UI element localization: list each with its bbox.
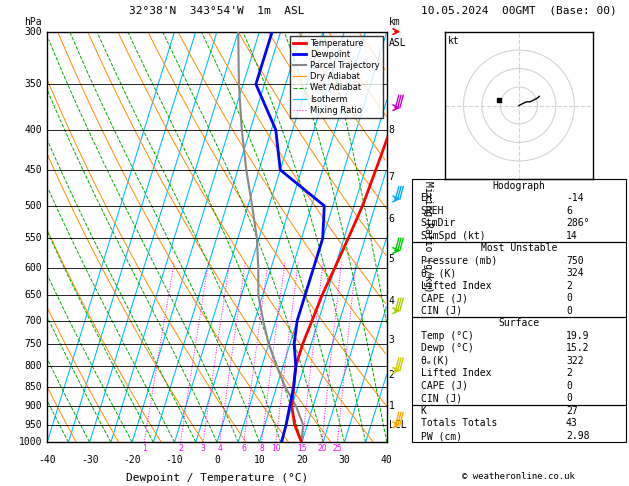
Text: ASL: ASL xyxy=(389,38,406,48)
Text: 4: 4 xyxy=(389,295,394,306)
Text: CAPE (J): CAPE (J) xyxy=(421,381,467,391)
Text: θₑ (K): θₑ (K) xyxy=(421,268,456,278)
Text: 1: 1 xyxy=(389,401,394,411)
Text: 10: 10 xyxy=(271,444,281,453)
Text: 900: 900 xyxy=(25,401,42,411)
Text: Hodograph: Hodograph xyxy=(493,181,545,191)
Text: 8: 8 xyxy=(389,125,394,135)
Text: 3: 3 xyxy=(201,444,206,453)
Text: 20: 20 xyxy=(317,444,327,453)
Text: 350: 350 xyxy=(25,79,42,89)
Text: 15: 15 xyxy=(298,444,307,453)
Text: 600: 600 xyxy=(25,263,42,273)
Text: -14: -14 xyxy=(566,193,584,203)
Text: Most Unstable: Most Unstable xyxy=(481,243,557,253)
Text: Mixing Ratio (g/kg): Mixing Ratio (g/kg) xyxy=(423,181,433,293)
Bar xyxy=(412,242,626,317)
Text: 286°: 286° xyxy=(566,218,589,228)
Text: 2: 2 xyxy=(566,368,572,379)
Text: 322: 322 xyxy=(566,356,584,366)
Text: θₑ(K): θₑ(K) xyxy=(421,356,450,366)
Text: Pressure (mb): Pressure (mb) xyxy=(421,256,497,266)
Text: hPa: hPa xyxy=(25,17,42,27)
Text: 1000: 1000 xyxy=(19,437,42,447)
Text: SREH: SREH xyxy=(421,206,444,216)
Text: 550: 550 xyxy=(25,233,42,243)
Text: 2: 2 xyxy=(178,444,183,453)
Text: 15.2: 15.2 xyxy=(566,344,589,353)
Bar xyxy=(412,179,626,242)
Text: 30: 30 xyxy=(338,454,350,465)
Text: 450: 450 xyxy=(25,165,42,175)
Text: 4: 4 xyxy=(217,444,222,453)
Text: 800: 800 xyxy=(25,361,42,371)
Text: K: K xyxy=(421,406,426,416)
Text: -30: -30 xyxy=(81,454,99,465)
Text: 0: 0 xyxy=(214,454,220,465)
Bar xyxy=(412,317,626,405)
Text: 0: 0 xyxy=(566,394,572,403)
Text: EH: EH xyxy=(421,193,432,203)
Text: Dewpoint / Temperature (°C): Dewpoint / Temperature (°C) xyxy=(126,473,308,483)
Text: 650: 650 xyxy=(25,290,42,300)
Text: © weatheronline.co.uk: © weatheronline.co.uk xyxy=(462,472,576,481)
Text: 400: 400 xyxy=(25,125,42,135)
Text: 0: 0 xyxy=(566,381,572,391)
Text: LCL: LCL xyxy=(389,420,406,430)
Text: Lifted Index: Lifted Index xyxy=(421,281,491,291)
Text: Dewp (°C): Dewp (°C) xyxy=(421,344,474,353)
Legend: Temperature, Dewpoint, Parcel Trajectory, Dry Adiabat, Wet Adiabat, Isotherm, Mi: Temperature, Dewpoint, Parcel Trajectory… xyxy=(290,36,382,118)
Text: 19.9: 19.9 xyxy=(566,331,589,341)
Text: 5: 5 xyxy=(389,254,394,264)
Text: 2: 2 xyxy=(389,369,394,380)
Text: -20: -20 xyxy=(123,454,141,465)
Bar xyxy=(412,405,626,442)
Text: -40: -40 xyxy=(38,454,56,465)
Text: 32°38'N  343°54'W  1m  ASL: 32°38'N 343°54'W 1m ASL xyxy=(129,5,305,16)
Text: Temp (°C): Temp (°C) xyxy=(421,331,474,341)
Text: CAPE (J): CAPE (J) xyxy=(421,294,467,303)
Text: 8: 8 xyxy=(259,444,264,453)
Text: 500: 500 xyxy=(25,201,42,211)
Text: StmDir: StmDir xyxy=(421,218,456,228)
Text: 1: 1 xyxy=(142,444,147,453)
Text: 40: 40 xyxy=(381,454,392,465)
Text: Surface: Surface xyxy=(498,318,540,329)
Text: -10: -10 xyxy=(165,454,184,465)
Text: 700: 700 xyxy=(25,315,42,326)
Text: 750: 750 xyxy=(566,256,584,266)
Text: Totals Totals: Totals Totals xyxy=(421,418,497,429)
Text: CIN (J): CIN (J) xyxy=(421,306,462,316)
Text: 6: 6 xyxy=(389,214,394,224)
Text: Lifted Index: Lifted Index xyxy=(421,368,491,379)
Text: 6: 6 xyxy=(242,444,247,453)
Text: 10.05.2024  00GMT  (Base: 00): 10.05.2024 00GMT (Base: 00) xyxy=(421,5,617,16)
Text: 25: 25 xyxy=(333,444,342,453)
Text: 950: 950 xyxy=(25,420,42,430)
Text: 0: 0 xyxy=(566,306,572,316)
Text: 2.98: 2.98 xyxy=(566,431,589,441)
Text: 27: 27 xyxy=(566,406,577,416)
Text: StmSpd (kt): StmSpd (kt) xyxy=(421,231,485,241)
Text: 750: 750 xyxy=(25,339,42,349)
Text: 7: 7 xyxy=(389,173,394,182)
Text: PW (cm): PW (cm) xyxy=(421,431,462,441)
Text: 10: 10 xyxy=(253,454,265,465)
Text: 2: 2 xyxy=(566,281,572,291)
Text: 0: 0 xyxy=(566,294,572,303)
Text: 324: 324 xyxy=(566,268,584,278)
Text: kt: kt xyxy=(448,36,460,46)
Text: 850: 850 xyxy=(25,382,42,392)
Text: km: km xyxy=(389,17,400,27)
Text: 14: 14 xyxy=(566,231,577,241)
Text: 6: 6 xyxy=(566,206,572,216)
Text: 43: 43 xyxy=(566,418,577,429)
Text: 3: 3 xyxy=(389,334,394,345)
Text: 20: 20 xyxy=(296,454,308,465)
Text: CIN (J): CIN (J) xyxy=(421,394,462,403)
Text: 300: 300 xyxy=(25,27,42,36)
